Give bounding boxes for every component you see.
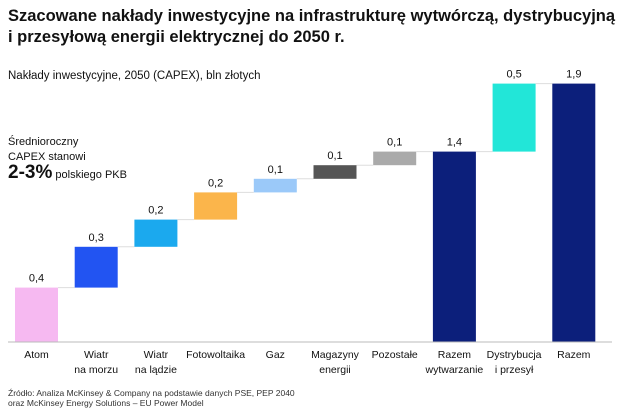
- category-label: i przesył: [495, 364, 534, 376]
- data-label: 0,2: [148, 205, 163, 217]
- category-label: Atom: [24, 349, 49, 361]
- bar: [253, 178, 297, 193]
- category-label: Wiatr: [144, 349, 169, 361]
- category-label: wytwarzanie: [425, 364, 484, 376]
- bar: [373, 151, 417, 166]
- category-label: energii: [319, 364, 351, 376]
- category-label: Pozostałe: [372, 349, 418, 361]
- category-label: Wiatr: [84, 349, 109, 361]
- category-label: Razem: [438, 349, 472, 361]
- category-label: na morzu: [74, 364, 118, 376]
- data-label: 1,4: [447, 137, 462, 149]
- category-label: Magazyny: [311, 349, 360, 361]
- category-label: Gaz: [266, 349, 285, 361]
- bar: [492, 83, 536, 152]
- chart-title: Szacowane nakłady inwestycyjne na infras…: [8, 7, 616, 46]
- category-label: na lądzie: [135, 364, 177, 376]
- category-label: Dystrybucja: [487, 349, 542, 361]
- data-label: 0,5: [506, 69, 521, 81]
- bar: [15, 287, 58, 342]
- gdp-note: Średnioroczny CAPEX stanowi 2-3% polskie…: [8, 136, 127, 183]
- data-label: 0,3: [89, 232, 104, 244]
- category-label: Razem: [557, 349, 591, 361]
- bar: [432, 151, 476, 342]
- data-label: 0,2: [208, 177, 223, 189]
- category-label: Fotowoltaika: [186, 349, 245, 361]
- data-label: 1,9: [566, 69, 581, 81]
- bar: [552, 83, 596, 342]
- source-note: Źródło: Analiza McKinsey & Company na po…: [8, 388, 295, 408]
- data-label: 0,1: [268, 164, 283, 176]
- bar: [134, 219, 178, 247]
- data-label: 0,1: [387, 137, 402, 149]
- bar: [74, 246, 118, 288]
- data-label: 0,4: [29, 273, 44, 285]
- bar: [313, 165, 357, 179]
- chart-subtitle: Nakłady inwestycyjne, 2050 (CAPEX), bln …: [8, 70, 261, 82]
- data-label: 0,1: [327, 150, 342, 162]
- bar: [194, 192, 238, 220]
